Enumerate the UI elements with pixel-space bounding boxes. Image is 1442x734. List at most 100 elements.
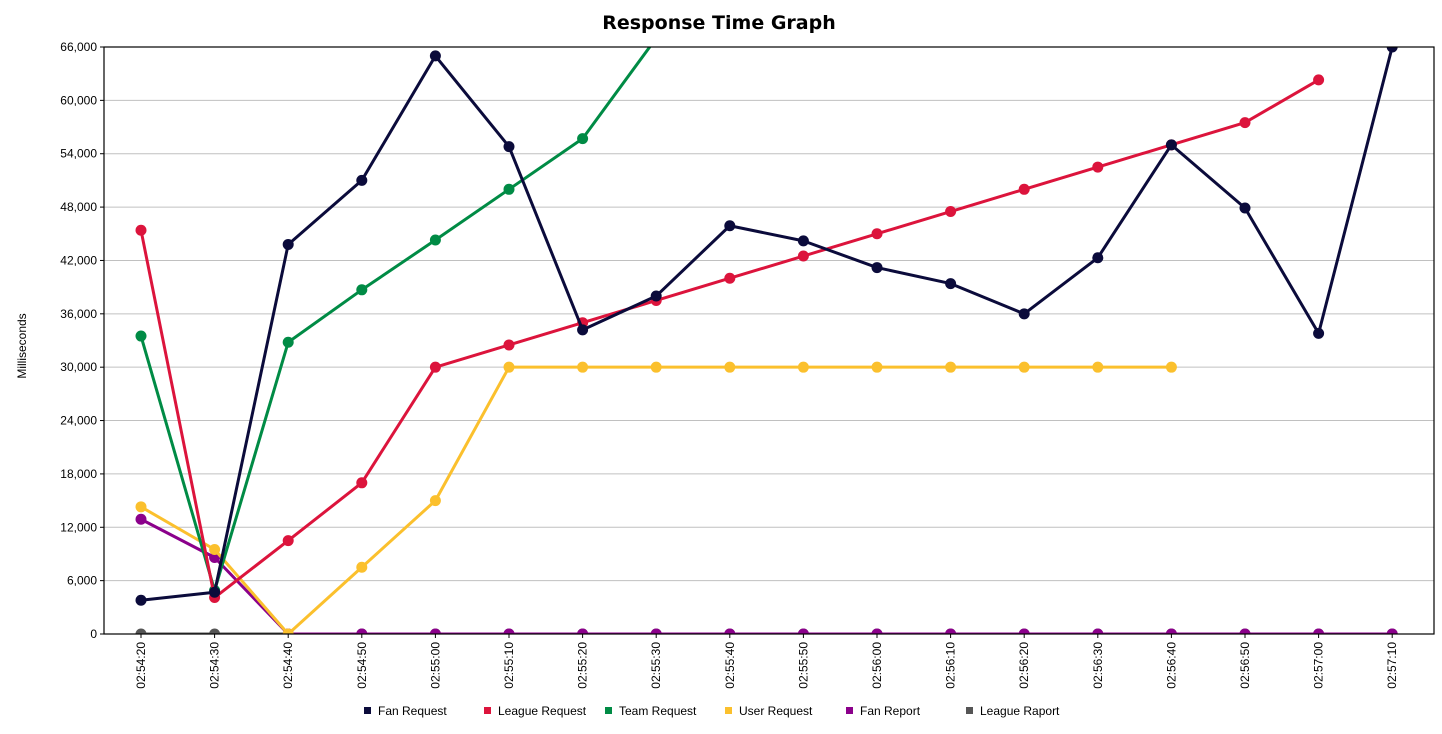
data-point xyxy=(871,361,883,373)
legend-swatch xyxy=(846,707,853,714)
data-point xyxy=(503,628,515,634)
data-point xyxy=(429,628,441,634)
data-point xyxy=(1313,74,1325,86)
data-point xyxy=(356,477,368,489)
data-point xyxy=(1018,361,1030,373)
data-point xyxy=(1239,628,1251,634)
data-point xyxy=(945,206,957,218)
data-point xyxy=(871,262,883,274)
x-tick-label: 02:56:20 xyxy=(1017,642,1031,689)
legend-label: Team Request xyxy=(619,704,697,718)
y-tick-label: 60,000 xyxy=(60,93,97,107)
data-point xyxy=(1239,202,1251,214)
series-line xyxy=(139,47,652,592)
series-user-request xyxy=(135,361,1177,634)
legend-item: Fan Report xyxy=(846,704,921,718)
series-line xyxy=(140,47,1394,602)
data-point xyxy=(503,339,515,351)
y-tick-label: 42,000 xyxy=(60,253,97,267)
data-point xyxy=(209,628,221,634)
data-point xyxy=(1092,252,1104,264)
legend-label: User Request xyxy=(739,704,813,718)
data-point xyxy=(945,361,957,373)
data-point xyxy=(1386,47,1398,53)
x-tick-label: 02:56:00 xyxy=(870,642,884,689)
data-point xyxy=(135,594,147,606)
legend-swatch xyxy=(966,707,973,714)
data-point xyxy=(1165,139,1177,151)
legend-item: Fan Request xyxy=(364,704,447,718)
legend-label: League Request xyxy=(498,704,587,718)
y-tick-label: 48,000 xyxy=(60,200,97,214)
plot-frame xyxy=(103,46,1435,635)
y-tick-label: 12,000 xyxy=(60,520,97,534)
series-layer xyxy=(135,33,1398,634)
data-point xyxy=(429,234,441,246)
data-point xyxy=(651,33,662,44)
legend: Fan Request League Request Team Request Use… xyxy=(364,704,1060,718)
data-point xyxy=(724,361,736,373)
data-point xyxy=(356,628,368,634)
series-line xyxy=(139,78,1320,600)
data-point xyxy=(1313,327,1325,339)
data-point xyxy=(1165,628,1177,634)
x-tick-label: 02:55:50 xyxy=(796,642,810,689)
legend-item: User Request xyxy=(725,704,813,718)
x-tick-label: 02:54:40 xyxy=(281,642,295,689)
data-point xyxy=(871,228,883,240)
legend-item: Team Request xyxy=(605,704,697,718)
data-point xyxy=(429,361,441,373)
data-point xyxy=(797,235,809,247)
x-tick-label: 02:55:40 xyxy=(723,642,737,689)
x-tick-label: 02:57:10 xyxy=(1385,642,1399,689)
x-tick-label: 02:55:30 xyxy=(649,642,663,689)
data-point xyxy=(1018,628,1030,634)
data-point xyxy=(1092,161,1104,173)
x-tick-label: 02:54:50 xyxy=(355,642,369,689)
data-point xyxy=(429,495,441,507)
data-point xyxy=(871,628,883,634)
data-point xyxy=(503,361,515,373)
data-point xyxy=(503,183,515,195)
y-tick-label: 0 xyxy=(90,627,97,641)
data-point xyxy=(945,278,957,290)
data-point xyxy=(650,290,662,302)
data-point xyxy=(1313,628,1325,634)
data-point xyxy=(135,224,147,236)
y-tick-label: 66,000 xyxy=(60,40,97,54)
y-tick-label: 54,000 xyxy=(60,147,97,161)
data-point xyxy=(577,361,589,373)
x-tick-label: 02:54:20 xyxy=(134,642,148,689)
data-point xyxy=(135,513,147,525)
data-point xyxy=(1239,117,1251,129)
data-point xyxy=(724,272,736,284)
data-point xyxy=(650,361,662,373)
x-tick-label: 02:57:00 xyxy=(1312,642,1326,689)
data-point xyxy=(282,535,294,547)
x-tick-label: 02:56:30 xyxy=(1091,642,1105,689)
x-tick-label: 02:55:20 xyxy=(576,642,590,689)
legend-item: League Raport xyxy=(966,704,1060,718)
legend-label: Fan Report xyxy=(860,704,921,718)
gridlines xyxy=(104,99,1434,582)
data-point xyxy=(577,628,589,634)
legend-swatch xyxy=(364,707,371,714)
data-point xyxy=(356,174,368,186)
data-point xyxy=(1018,308,1030,320)
legend-item: League Request xyxy=(484,704,587,718)
data-point xyxy=(797,250,809,262)
data-point xyxy=(356,561,368,573)
x-tick-label: 02:56:40 xyxy=(1164,642,1178,689)
data-point xyxy=(945,628,957,634)
legend-swatch xyxy=(605,707,612,714)
x-tick-label: 02:55:00 xyxy=(428,642,442,689)
data-point xyxy=(429,50,441,62)
data-point xyxy=(503,141,515,153)
data-point xyxy=(1092,361,1104,373)
x-tick-label: 02:55:10 xyxy=(502,642,516,689)
legend-swatch xyxy=(725,707,732,714)
data-point xyxy=(356,284,368,296)
series-line xyxy=(140,517,1393,634)
data-point xyxy=(797,361,809,373)
